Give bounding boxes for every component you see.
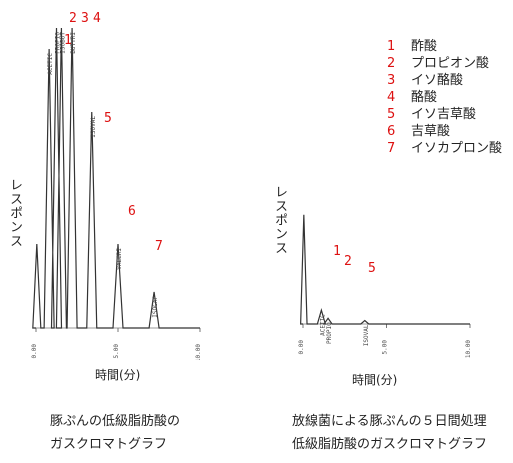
chromatogram-trace	[32, 27, 200, 329]
peak-legend: 1 酢酸 2 プロピオン酸 3 イソ酪酸 4 酪酸 5 イソ吉草酸 6 吉草酸 7 イソカプロン酸	[387, 38, 502, 157]
legend-item-2: 2 プロピオン酸	[387, 55, 502, 72]
peak-number-2: 2	[344, 254, 352, 269]
legend-label: イソカプロン酸	[411, 141, 503, 156]
peak-label-5: ISOVAL	[90, 116, 97, 138]
x-tick-label: 10.00	[465, 340, 472, 358]
legend-label: 吉草酸	[411, 124, 451, 139]
peak-label-2: PROPIO	[55, 32, 62, 54]
right-chromatogram: 0.00 5.00 10.00 ACETIC PROPIO ISOVAL 12 5	[298, 214, 472, 358]
peak-number-6: 6	[128, 204, 136, 219]
peak-label-6: VALERI	[116, 248, 123, 270]
left-x-axis-label: 時間(分)	[95, 368, 141, 382]
legend-item-7: 7 イソカプロン酸	[387, 140, 502, 157]
legend-label: 酢酸	[411, 39, 438, 54]
legend-item-5: 5 イソ吉草酸	[387, 106, 502, 123]
legend-number: 6	[387, 124, 396, 139]
peak-number-5: 5	[104, 111, 112, 126]
legend-item-6: 6 吉草酸	[387, 123, 502, 140]
left-y-axis-label: レスポンス	[7, 178, 22, 248]
x-tick-label: 0.00	[31, 344, 38, 359]
legend-number: 5	[387, 107, 396, 122]
peak-number-2: 2	[69, 11, 77, 26]
peak-label-5: ISOVAL	[363, 324, 370, 346]
x-tick-label: 10.00	[195, 344, 202, 360]
left-caption-line2: ガスクロマトグラフ	[50, 437, 168, 452]
legend-item-3: 3 イソ酪酸	[387, 72, 502, 89]
peak-number-5: 5	[368, 261, 376, 276]
x-tick-label: 0.00	[298, 340, 305, 355]
peak-label-3: ISOBUT	[59, 32, 66, 54]
legend-number: 3	[387, 73, 396, 88]
legend-number: 1	[387, 39, 396, 54]
peak-number-3: 3	[81, 11, 89, 26]
peak-number-1: 1	[333, 244, 341, 259]
legend-label: 酪酸	[411, 90, 438, 105]
legend-label: プロピオン酸	[411, 56, 490, 71]
peak-number-7: 7	[155, 239, 163, 254]
left-caption-line1: 豚ぷんの低級脂肪酸の	[50, 414, 181, 429]
legend-item-4: 4 酪酸	[387, 89, 502, 106]
right-caption-line2: 低級脂肪酸のガスクロマトグラフ	[292, 437, 488, 452]
peak-label-1: ACETIC	[319, 314, 326, 336]
right-y-axis-label: レスポンス	[272, 185, 287, 255]
legend-number: 2	[387, 56, 396, 71]
right-caption: 放線菌による豚ぷんの５日間処理 低級脂肪酸のガスクロマトグラフ	[292, 410, 513, 456]
legend-item-1: 1 酢酸	[387, 38, 502, 55]
right-caption-line1: 放線菌による豚ぷんの５日間処理	[292, 414, 487, 429]
peak-label-1: ACETIC	[47, 53, 54, 75]
left-caption: 豚ぷんの低級脂肪酸の ガスクロマトグラフ	[50, 410, 180, 456]
peak-label-7: ISOCAP	[152, 296, 159, 318]
peak-number-1: 1	[64, 33, 72, 48]
x-tick-label: 5.00	[113, 344, 120, 359]
peak-label-4: BUTYRI	[70, 32, 77, 54]
legend-number: 7	[387, 141, 396, 156]
peak-label-2: PROPIO	[326, 322, 333, 344]
x-tick-label: 5.00	[382, 340, 389, 355]
legend-number: 4	[387, 90, 396, 105]
chromatogram-trace	[300, 214, 470, 325]
right-x-axis-label: 時間(分)	[352, 373, 398, 387]
legend-label: イソ吉草酸	[411, 107, 477, 122]
peak-number-4: 4	[93, 11, 101, 26]
legend-label: イソ酪酸	[411, 73, 464, 88]
